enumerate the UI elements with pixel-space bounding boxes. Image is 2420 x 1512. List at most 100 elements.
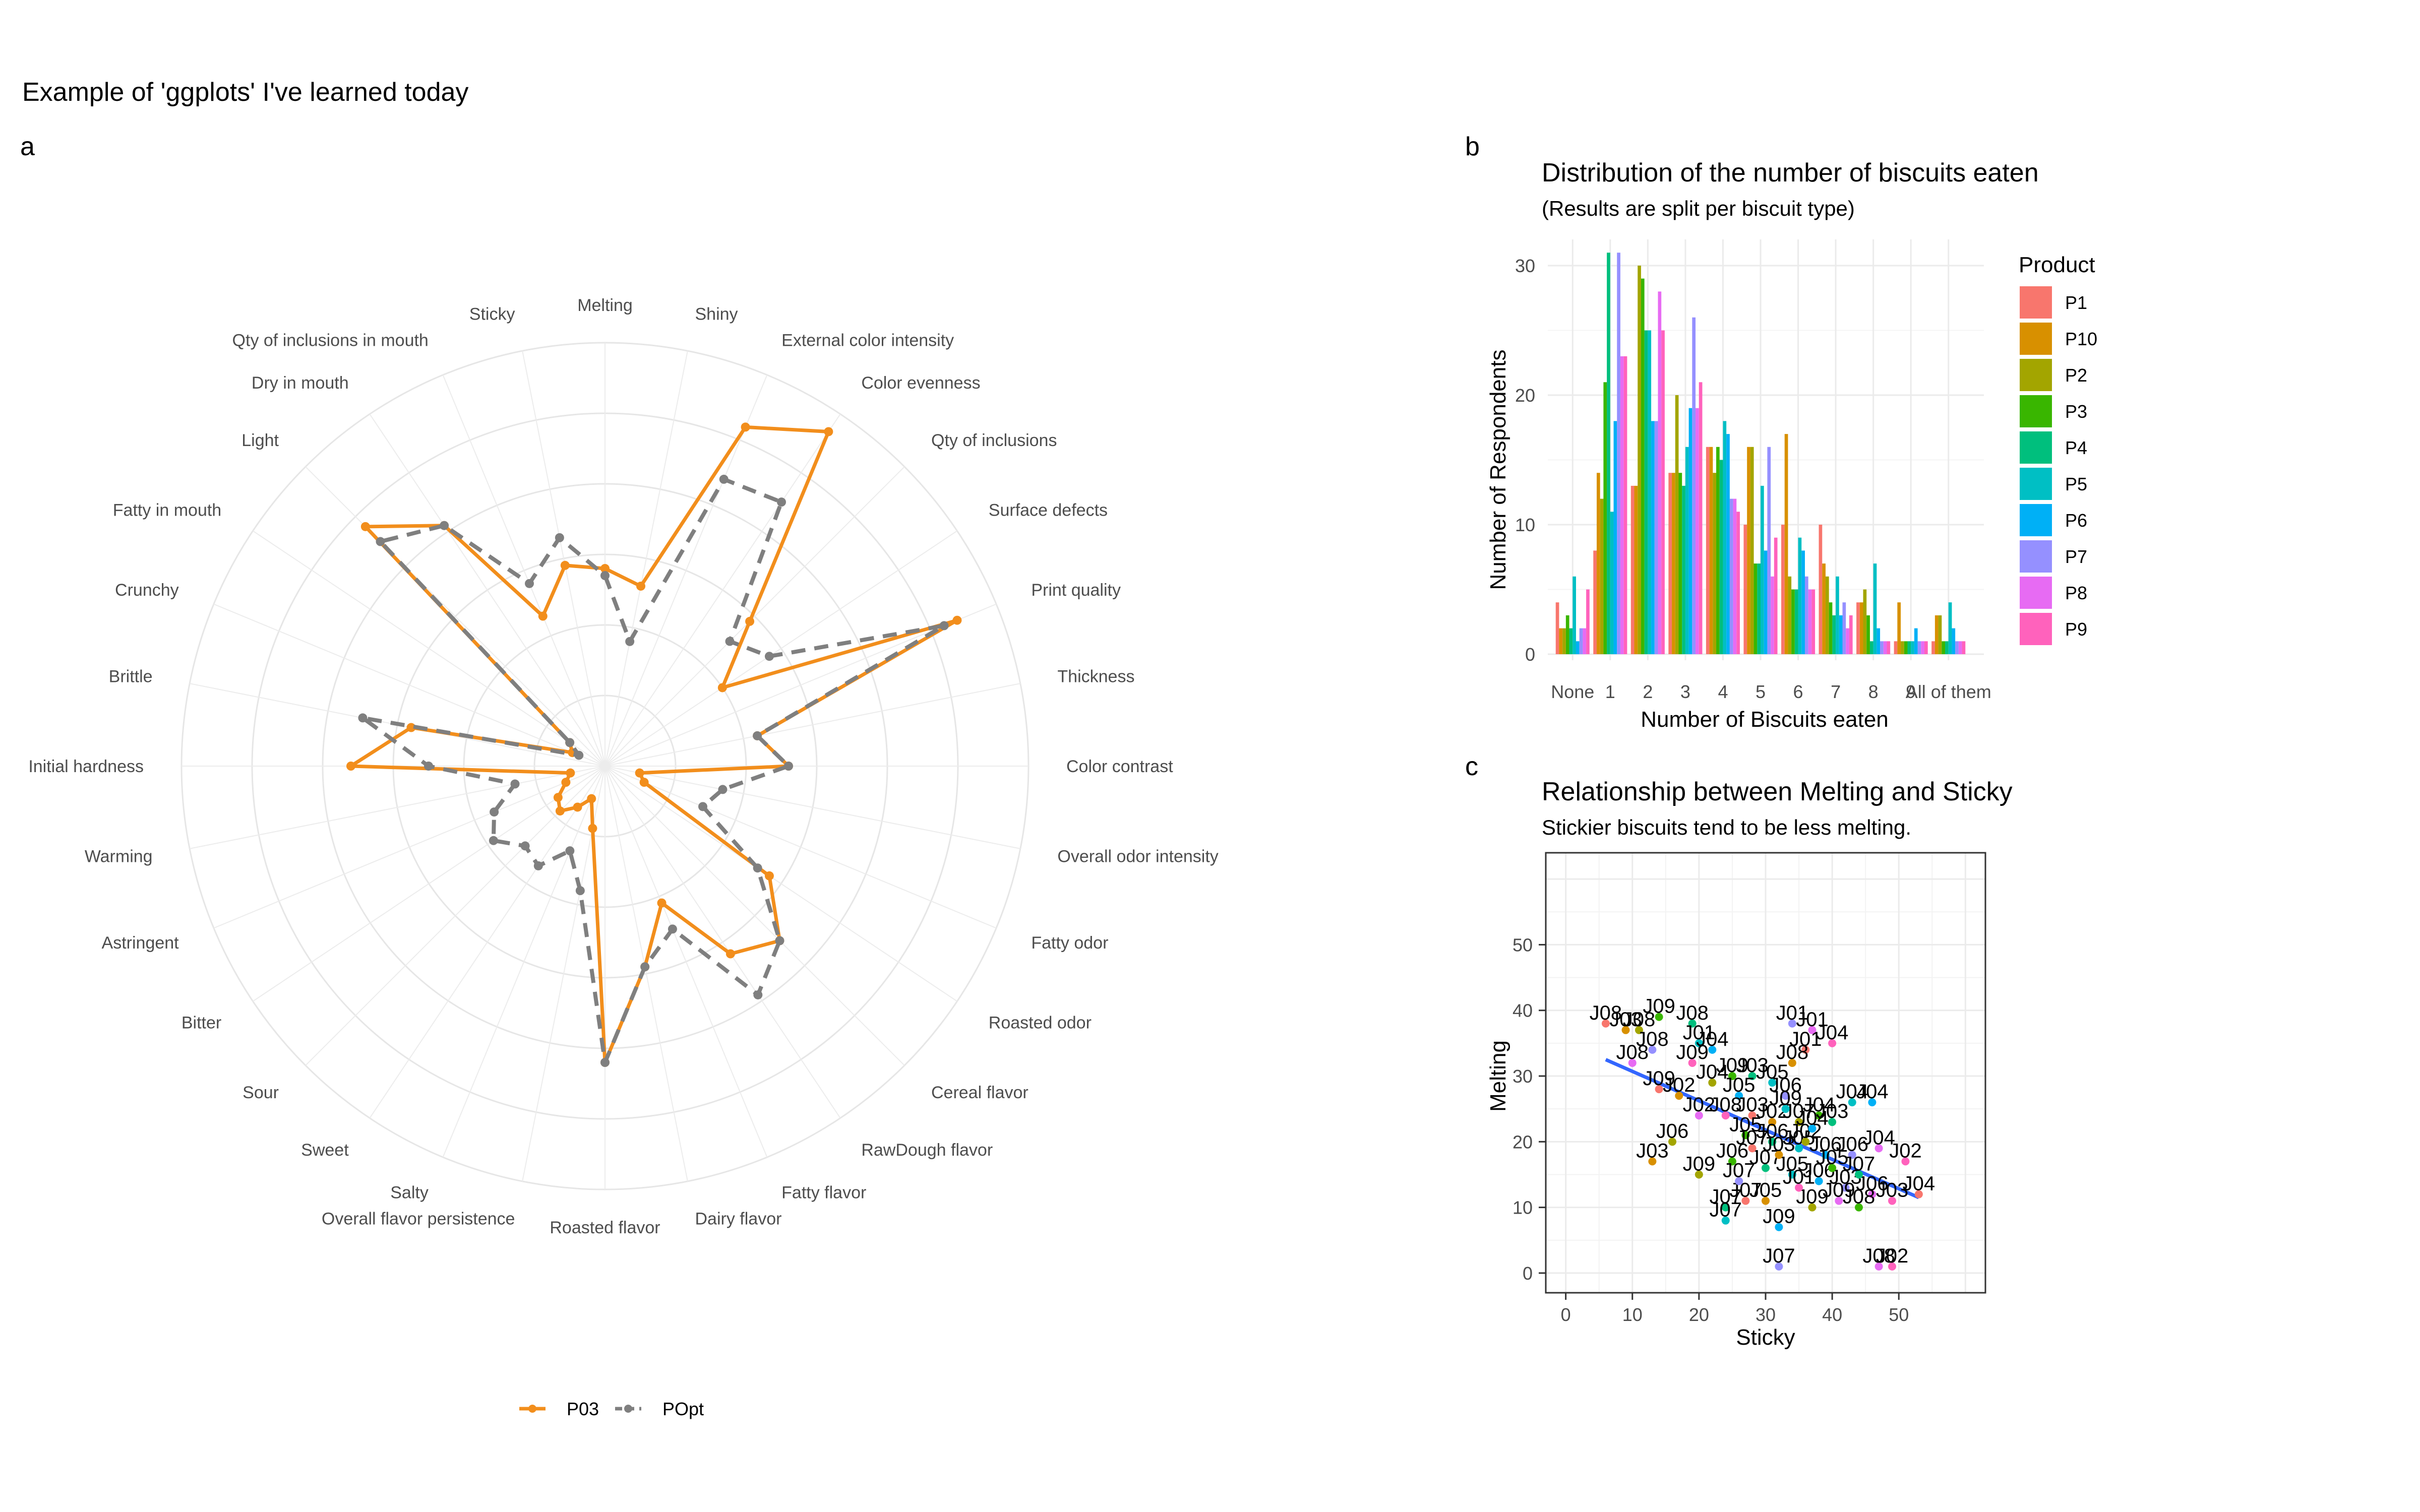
scatter-point-label: J01 [1783,1166,1816,1188]
bar-P4-8 [1869,641,1873,654]
scatter-point-label: J09 [1763,1206,1795,1228]
bar-legend-label-P2: P2 [2065,365,2087,386]
bar-P8-4 [1733,498,1737,654]
scatter-point [1795,1118,1803,1126]
scatter-point-label: J04 [1696,1061,1729,1083]
scatter-point-label: J02 [1789,1120,1822,1142]
bar-P8-9 [1921,641,1925,654]
bar-P7-5 [1767,447,1771,654]
bar-P5-9 [1911,641,1914,654]
bar-legend-label-P8: P8 [2065,583,2087,603]
bar-P7-9 [1917,641,1921,654]
scatter-point-label: J06 [1836,1133,1869,1155]
radar-spoke [604,766,1021,849]
bar-x-tick-label: All of them [1906,681,1991,702]
figure-title: Example of 'ggplots' I've learned today [22,78,468,107]
bar-legend-key-P1 [2020,286,2052,319]
bar-P10-8 [1859,602,1863,654]
radar-point-POpt [725,637,735,646]
bar-P4-6 [1794,589,1798,654]
scatter-point-label: J02 [1683,1094,1716,1116]
bar-P10-6 [1784,434,1788,654]
scatter-point [1628,1058,1637,1067]
scatter-point [1814,1177,1823,1185]
scatter-point-label: J03 [1736,1054,1769,1077]
scatter-point [1708,1045,1717,1054]
scatter-point-label: J09 [1676,1041,1709,1063]
bar-legend-label-P5: P5 [2065,474,2087,494]
radar-axis-label: Fatty odor [1031,933,1108,953]
bar-P3-6 [1791,589,1795,654]
scatter-point [1808,1203,1817,1212]
bar-P2-2 [1638,266,1641,654]
radar-spoke [369,766,606,1118]
radar-point-P03 [588,824,597,833]
bar-P6-9 [1914,628,1918,654]
bar-P10-4 [1709,447,1713,654]
scatter-point [1768,1079,1777,1087]
scatter-point [1748,1144,1757,1153]
bar-legend-key-P7 [2020,540,2052,573]
scatter-point-label: J03 [1816,1100,1849,1122]
bar-x-tick-label: None [1551,681,1594,702]
bar-P2-4 [1713,473,1717,654]
scatter-point [1848,1151,1856,1159]
bar-P5-2 [1648,330,1652,654]
scatter-y-axis-title: Melting [1486,1040,1510,1112]
radar-spoke [604,683,1021,767]
scatter-point [1655,1085,1663,1094]
radar-spoke [442,374,606,767]
scatter-point [1781,1105,1790,1113]
radar-point-P03 [555,806,565,816]
bar-P2-8 [1863,589,1867,654]
bar-P8-7 [1846,628,1849,654]
bar-P5-8 [1873,563,1877,654]
scatter-point-label: J07 [1709,1199,1742,1221]
radar-axis-label: Fatty flavor [781,1183,866,1202]
radar-point-POpt [625,637,635,646]
bar-P9-3 [1699,382,1703,654]
radar-axis-label: Overall flavor persistence [322,1209,515,1228]
radar-spoke [305,466,606,767]
bar-chart-panel: Distribution of the number of biscuits e… [1486,158,2097,732]
radar-axis-label: Color evenness [861,373,980,393]
bar-P7-7 [1842,602,1846,654]
radar-point-POpt [640,962,650,972]
bar-P10-0 [1559,628,1563,654]
bar-P2-3 [1675,395,1679,654]
scatter-point-label: J05 [1729,1113,1762,1136]
radar-axis-label: Qty of inclusions [931,431,1057,450]
scatter-point [1795,1144,1803,1153]
bar-P3-2 [1641,278,1645,654]
scatter-point [1775,1223,1783,1231]
scatter-point [1808,1026,1817,1034]
bar-P4-9 [1907,641,1911,654]
scatter-point [1768,1118,1777,1126]
bar-P5-4 [1723,421,1727,654]
bar-P3-7 [1829,602,1833,654]
scatter-point-label: J09 [1643,1067,1675,1090]
radar-point-P03 [406,723,416,732]
bar-legend-title: Product [2019,253,2095,277]
radar-point-P03 [600,564,610,573]
bar-x-tick-label: 6 [1793,681,1803,702]
bar-P7-8 [1880,641,1884,654]
scatter-x-tick-label: 20 [1689,1304,1709,1325]
radar-point-POpt [698,802,708,811]
scatter-point-label: J02 [1889,1140,1922,1162]
radar-point-POpt [520,841,530,851]
bar-P8-10 [1958,641,1962,654]
bar-P9-5 [1774,537,1778,654]
radar-axis-label: Dairy flavor [695,1209,782,1228]
scatter-point [1788,1170,1796,1179]
radar-point-P03 [346,762,355,771]
radar-point-P03 [952,615,962,625]
scatter-point-label: J07 [1709,1186,1742,1208]
scatter-point-label: J07 [1736,1126,1769,1149]
bar-x-tick-label: 4 [1718,681,1728,702]
radar-axis-label: Melting [577,296,633,315]
scatter-point [1735,1092,1743,1100]
radar-point-POpt [753,731,762,740]
scatter-point [1735,1177,1743,1185]
